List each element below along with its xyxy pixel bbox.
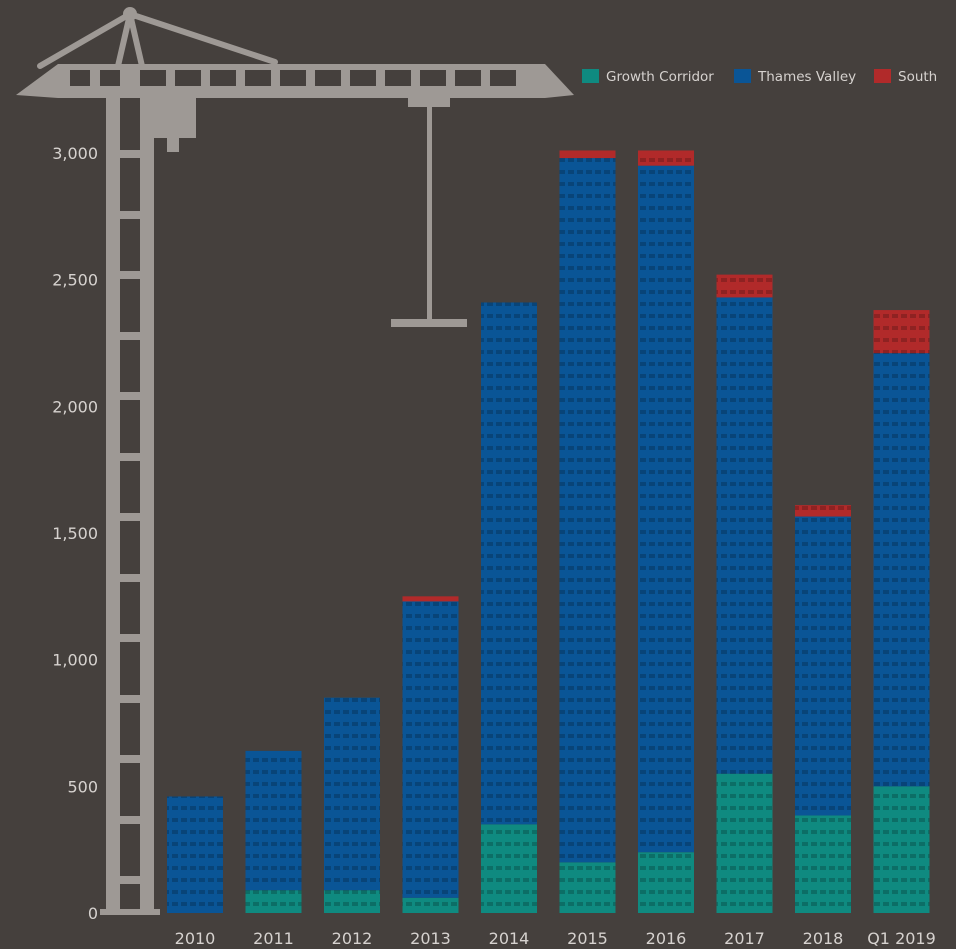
y-tick-label: 1,500 <box>52 524 98 543</box>
x-tick-label: 2015 <box>567 929 608 948</box>
x-tick-label: 2016 <box>646 929 687 948</box>
crane-mast-rungs <box>100 150 160 915</box>
crane-rung <box>106 513 154 521</box>
x-tick-label: 2013 <box>410 929 451 948</box>
crane-base <box>100 909 160 915</box>
bar-window-texture <box>481 302 537 825</box>
bar-window-texture <box>245 750 302 891</box>
legend-swatch-thames-valley <box>734 69 751 83</box>
legend-label: South <box>898 69 937 85</box>
bar-window-texture <box>324 890 380 913</box>
bar-window-texture <box>245 890 302 913</box>
y-tick-label: 3,000 <box>52 144 98 163</box>
y-tick-label: 1,000 <box>52 651 98 670</box>
x-tick-label: 2012 <box>332 929 373 948</box>
x-tick-label: 2010 <box>175 929 216 948</box>
y-tick-label: 2,000 <box>52 397 98 416</box>
bar-window-texture <box>873 353 930 787</box>
bar-window-texture <box>795 505 851 517</box>
y-tick-label: 2,500 <box>52 271 98 290</box>
bar-window-texture <box>402 601 459 898</box>
bar-window-texture <box>638 852 694 913</box>
legend-label: Thames Valley <box>757 69 856 85</box>
y-tick-label: 500 <box>67 777 98 796</box>
bar-window-texture <box>402 897 459 913</box>
crane-rung <box>106 271 154 279</box>
crane-rung <box>106 755 154 763</box>
y-axis: 0 500 1,000 1,500 2,000 2,500 3,000 <box>52 144 98 923</box>
bar-window-texture <box>559 862 616 913</box>
crane-rung <box>106 392 154 400</box>
bar-window-texture <box>873 310 930 354</box>
bar-area <box>167 150 930 913</box>
crane-rung <box>106 816 154 824</box>
crane-rung <box>106 634 154 642</box>
crane-rung <box>106 332 154 340</box>
bar-window-texture <box>716 274 773 298</box>
bar-window-texture <box>716 297 773 774</box>
bar-window-texture <box>167 796 223 913</box>
bar-window-texture <box>716 773 773 913</box>
crane-rung <box>106 453 154 461</box>
bar-window-texture <box>638 165 694 853</box>
legend-swatch-growth-corridor <box>582 69 599 83</box>
bar-window-texture <box>402 596 459 602</box>
bar-window-texture <box>873 786 930 913</box>
crane-rung <box>106 211 154 219</box>
y-tick-label: 0 <box>88 904 98 923</box>
crane-rung <box>106 695 154 703</box>
legend-label: Growth Corridor <box>606 69 714 85</box>
x-tick-label: 2018 <box>803 929 844 948</box>
crane-rung <box>106 876 154 884</box>
x-tick-label: 2014 <box>489 929 530 948</box>
legend-swatch-south <box>874 69 891 83</box>
bar-window-texture <box>559 158 616 863</box>
bar-window-texture <box>638 150 694 166</box>
bar-window-texture <box>481 824 537 913</box>
bar-window-texture <box>795 815 851 913</box>
x-tick-label: 2011 <box>253 929 294 948</box>
bar-window-texture <box>324 697 380 891</box>
crane-rung <box>106 574 154 582</box>
tower-crane-icon <box>16 7 574 913</box>
x-tick-label: Q1 2019 <box>867 929 936 948</box>
bar-window-texture <box>795 516 851 816</box>
bar-window-texture <box>559 150 616 159</box>
x-axis: 2010 2011 2012 2013 2014 2015 2016 2017 2018 Q1 2… <box>175 929 936 948</box>
crane-rung <box>106 150 154 158</box>
legend: Growth Corridor Thames Valley South <box>582 69 937 85</box>
x-tick-label: 2017 <box>724 929 765 948</box>
